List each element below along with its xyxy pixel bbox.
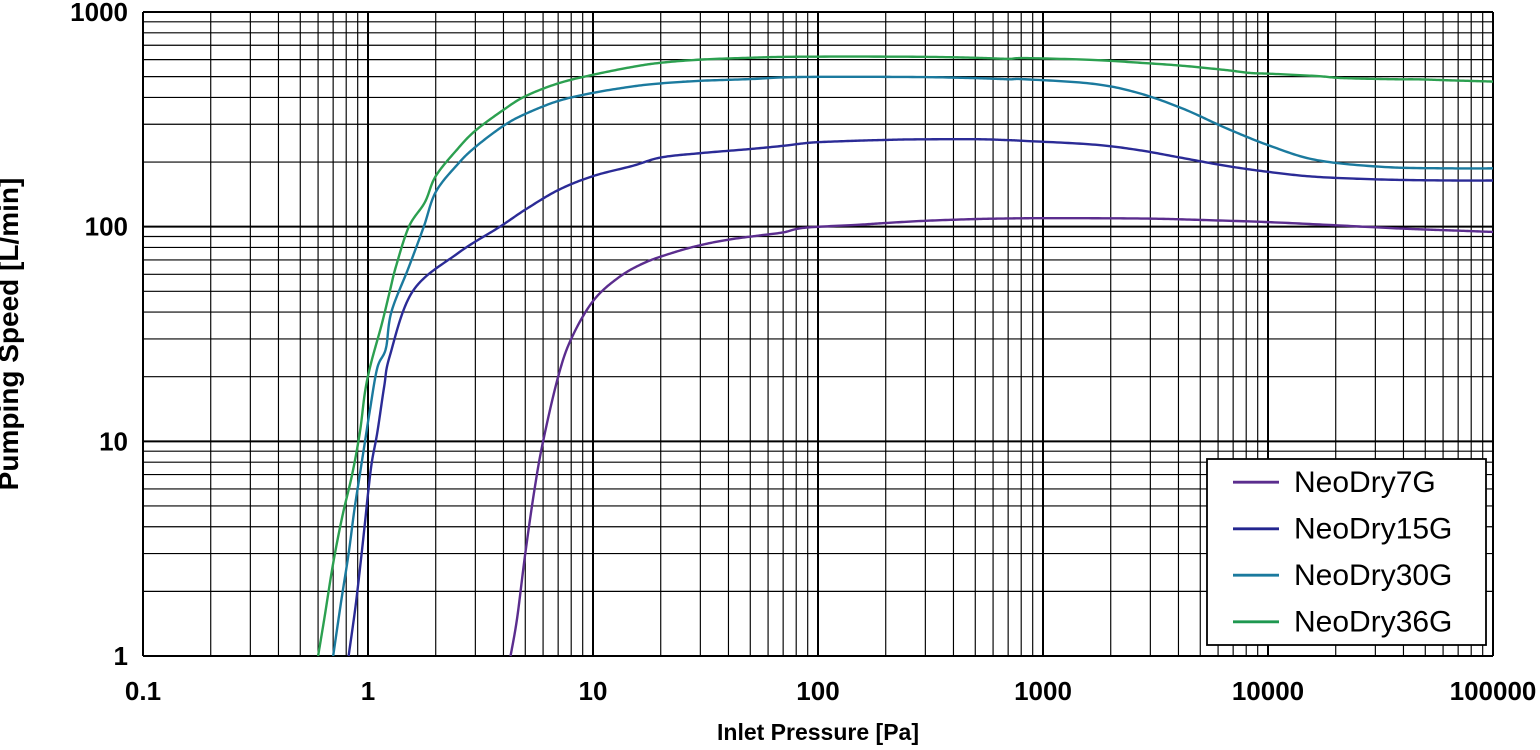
- svg-text:100: 100: [85, 212, 128, 242]
- svg-text:10000: 10000: [1232, 676, 1304, 706]
- svg-text:NeoDry30G: NeoDry30G: [1294, 559, 1452, 592]
- svg-text:0.1: 0.1: [125, 676, 161, 706]
- svg-text:Inlet Pressure [Pa]: Inlet Pressure [Pa]: [717, 719, 919, 745]
- svg-text:100: 100: [796, 676, 839, 706]
- svg-text:10: 10: [99, 426, 128, 456]
- svg-text:1000: 1000: [1014, 676, 1072, 706]
- svg-text:10: 10: [579, 676, 608, 706]
- svg-text:1000: 1000: [70, 0, 128, 27]
- svg-text:1: 1: [361, 676, 375, 706]
- svg-text:NeoDry15G: NeoDry15G: [1294, 512, 1452, 545]
- svg-text:Pumping Speed [L/min]: Pumping Speed [L/min]: [0, 178, 24, 491]
- svg-text:NeoDry7G: NeoDry7G: [1294, 466, 1436, 499]
- svg-text:100000: 100000: [1450, 676, 1537, 706]
- svg-text:1: 1: [114, 641, 128, 671]
- svg-text:NeoDry36G: NeoDry36G: [1294, 605, 1452, 638]
